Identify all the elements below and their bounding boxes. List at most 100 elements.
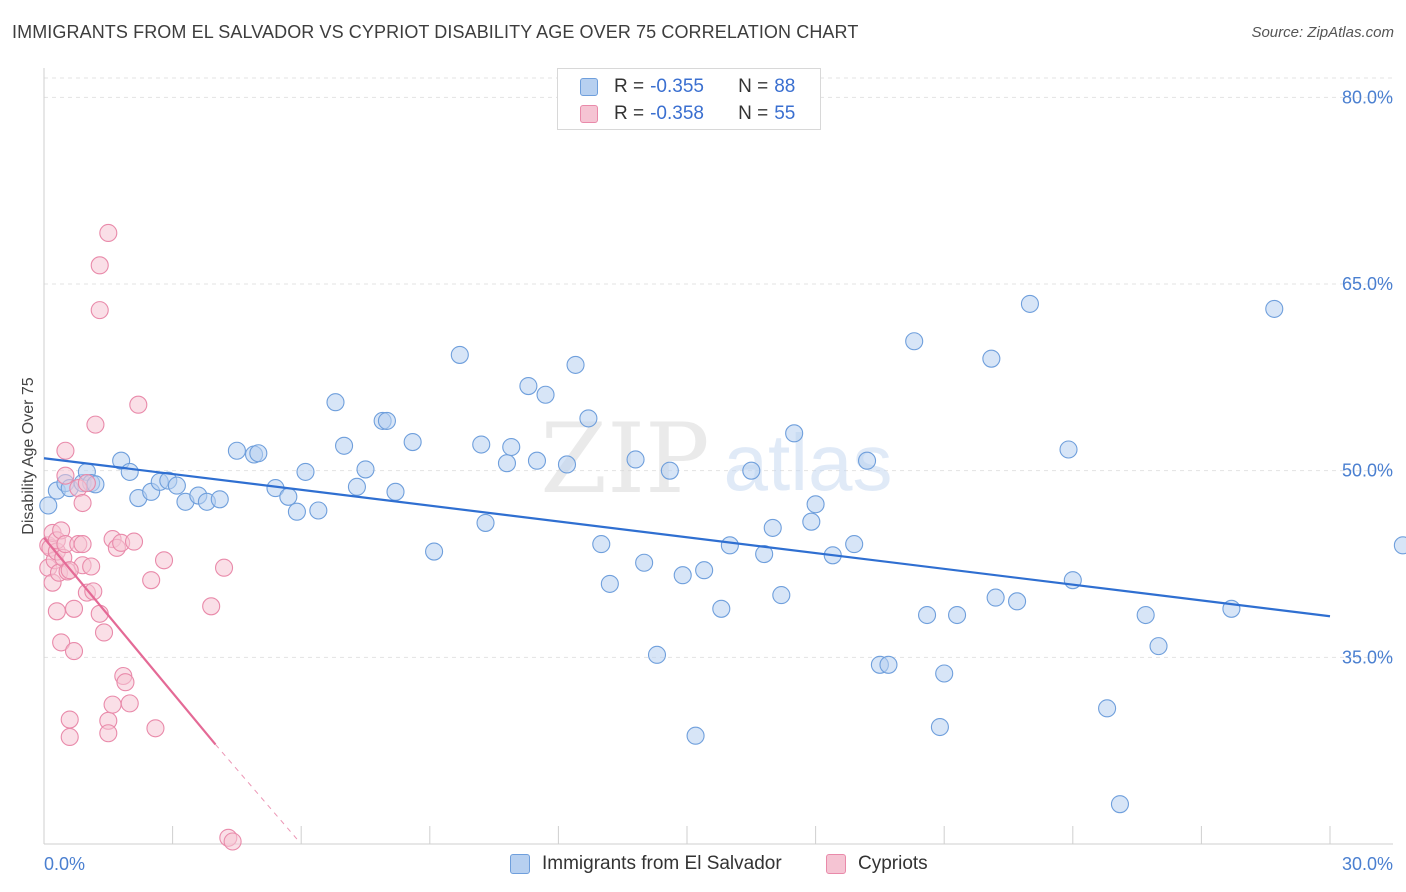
cypriot-point [52,633,71,652]
el-salvador-point [772,586,791,605]
legend-n-value: 88 [774,76,796,97]
cypriot-point [129,395,148,414]
el-salvador-point [647,645,667,664]
el-salvador-point [742,461,761,480]
bottom-legend-swatch-pink [826,854,846,874]
el-salvador-point [497,454,517,473]
cypriot-point [120,694,139,713]
x-tick-min: 0.0% [44,854,85,874]
el-salvador-point [1265,299,1284,318]
el-salvador-point [695,561,714,580]
legend-n-label: N = [738,76,769,97]
el-salvador-point [502,437,521,457]
el-salvador-point [857,451,877,470]
cypriot-point [154,551,174,570]
y-tick-label: 50.0% [1342,461,1393,481]
el-salvador-point [763,518,782,537]
el-salvador-point [450,345,469,364]
cypriot-point [73,493,92,513]
el-salvador-point [1020,294,1039,313]
bottom-legend-cypriots: Cypriots [826,851,928,877]
el-salvador-point [403,432,422,452]
correlation-legend: R = -0.355 N = 88 R = -0.358 N = 55 [557,68,821,130]
el-salvador-point [1059,440,1078,459]
el-salvador-point [210,490,229,509]
el-salvador-point [557,455,577,474]
el-salvador-point [660,461,679,480]
el-salvador-point [579,409,598,428]
grid-lines [44,77,1393,658]
el-salvador-point [806,495,825,514]
legend-r-value: -0.355 [650,76,704,97]
el-salvador-point [519,376,538,396]
el-salvador-point [986,588,1005,607]
el-salvador-point [287,502,306,521]
el-salvador-point [1136,605,1155,625]
cypriot-point [60,710,79,729]
legend-r-label: R = [614,103,645,124]
el-salvador-point [347,477,366,496]
cypriot-point [73,535,92,554]
el-salvador-point [167,476,186,495]
legend-swatch-pink [580,105,598,123]
cypriot-point [214,558,234,577]
y-tick-labels: 35.0% 50.0% 65.0% 80.0% [1342,87,1393,667]
cypriot-point [86,415,105,434]
cypriot-point [77,474,96,493]
el-salvador-point [386,482,405,501]
cypriot-point [90,256,109,275]
el-salvador-point [1393,536,1406,555]
el-salvador-point [1149,637,1168,656]
legend-r-label: R = [614,76,645,97]
el-salvador-point [566,355,585,374]
el-salvador-point [296,462,315,481]
el-salvador-point [635,553,654,572]
el-salvador-point [948,605,967,625]
el-salvador-point [720,536,739,555]
el-salvador-point [120,462,139,481]
cypriot-point [103,695,122,714]
el-salvador-point [356,460,375,479]
el-salvador-point [686,726,705,745]
el-salvador-point [905,332,924,351]
el-salvador-point [785,424,804,443]
cypriot-point [94,623,114,642]
cypriot-point [99,724,118,743]
cypriot-point [60,727,79,747]
el-salvador-point [536,385,555,404]
y-tick-label: 35.0% [1342,647,1393,667]
series-el-salvador-points [39,294,1406,814]
legend-row-el-salvador: R = -0.355 N = 88 [580,75,795,99]
el-salvador-point [982,349,1001,368]
el-salvador-point [425,542,444,561]
el-salvador-point [476,513,495,532]
el-salvador-point [755,544,774,564]
y-axis-label: Disability Age Over 75 [20,377,37,535]
cypriot-point [56,441,75,460]
source-label: Source: ZipAtlas.com [1251,24,1394,41]
legend-n-label: N = [738,103,769,124]
el-salvador-point [935,664,954,683]
x-tick-max: 30.0% [1342,854,1393,874]
y-tick-label: 80.0% [1342,87,1393,107]
cypriot-point [142,571,161,590]
el-salvador-point [249,444,268,463]
cypriot-point [56,466,75,485]
el-salvador-point [845,535,864,554]
cypriot-point [223,832,242,851]
cypriot-trend-line [43,537,217,746]
el-salvador-point [527,451,547,470]
el-salvador-point [39,496,58,515]
bottom-legend-label: Cypriots [858,853,928,874]
bottom-legend-el-salvador: Immigrants from El Salvador [510,851,782,877]
cypriot-point [90,301,109,320]
el-salvador-point [309,501,328,520]
el-salvador-point [918,605,937,625]
el-salvador-point [712,599,731,618]
el-salvador-point [279,487,298,506]
cypriot-point [202,597,221,616]
chart-title: IMMIGRANTS FROM EL SALVADOR VS CYPRIOT D… [12,22,859,42]
cypriot-trend-extension [215,744,298,840]
el-salvador-point [592,535,611,554]
el-salvador-point [1098,699,1117,718]
